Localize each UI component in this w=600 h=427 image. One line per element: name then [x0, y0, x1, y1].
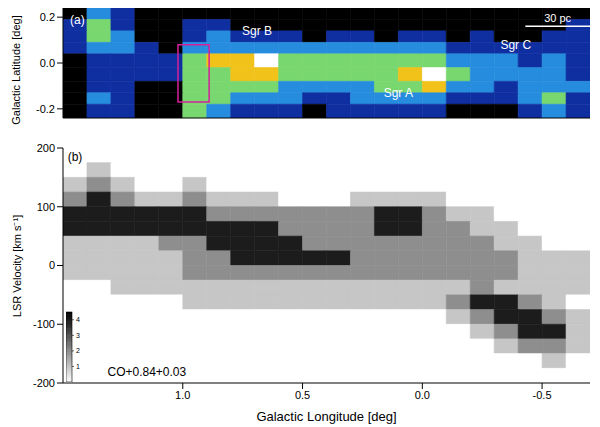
svg-text:(b): (b) [68, 150, 83, 164]
svg-text:0: 0 [49, 259, 55, 271]
svg-text:200: 200 [37, 142, 55, 154]
svg-text:Sgr A: Sgr A [384, 86, 413, 100]
svg-text:0.0: 0.0 [415, 389, 430, 401]
svg-text:3: 3 [76, 332, 80, 339]
svg-text:30 pc: 30 pc [544, 12, 571, 24]
svg-text:-0.5: -0.5 [533, 389, 552, 401]
svg-text:Galactic Longitude [deg]: Galactic Longitude [deg] [256, 409, 396, 424]
html-text:LSR Velocity [km s⁻¹]: LSR Velocity [km s⁻¹] [10, 214, 23, 317]
svg-text:-200: -200 [33, 377, 55, 389]
svg-text:(a): (a) [70, 13, 85, 27]
svg-text:-0.2: -0.2 [36, 103, 55, 115]
svg-text:0.2: 0.2 [40, 11, 55, 23]
svg-text:-100: -100 [33, 318, 55, 330]
svg-text:4: 4 [76, 316, 80, 323]
svg-text:Sgr C: Sgr C [500, 38, 531, 52]
svg-text:CO+0.84+0.03: CO+0.84+0.03 [107, 365, 186, 379]
svg-text:100: 100 [37, 201, 55, 213]
svg-text:0.0: 0.0 [40, 57, 55, 69]
svg-text:1: 1 [76, 363, 80, 370]
svg-text:1.0: 1.0 [175, 389, 190, 401]
svg-text:Sgr B: Sgr B [242, 24, 272, 38]
svg-text:2: 2 [76, 347, 80, 354]
html-text:Galactic Latitude [deg]: Galactic Latitude [deg] [10, 15, 22, 125]
svg-text:0.5: 0.5 [295, 389, 310, 401]
